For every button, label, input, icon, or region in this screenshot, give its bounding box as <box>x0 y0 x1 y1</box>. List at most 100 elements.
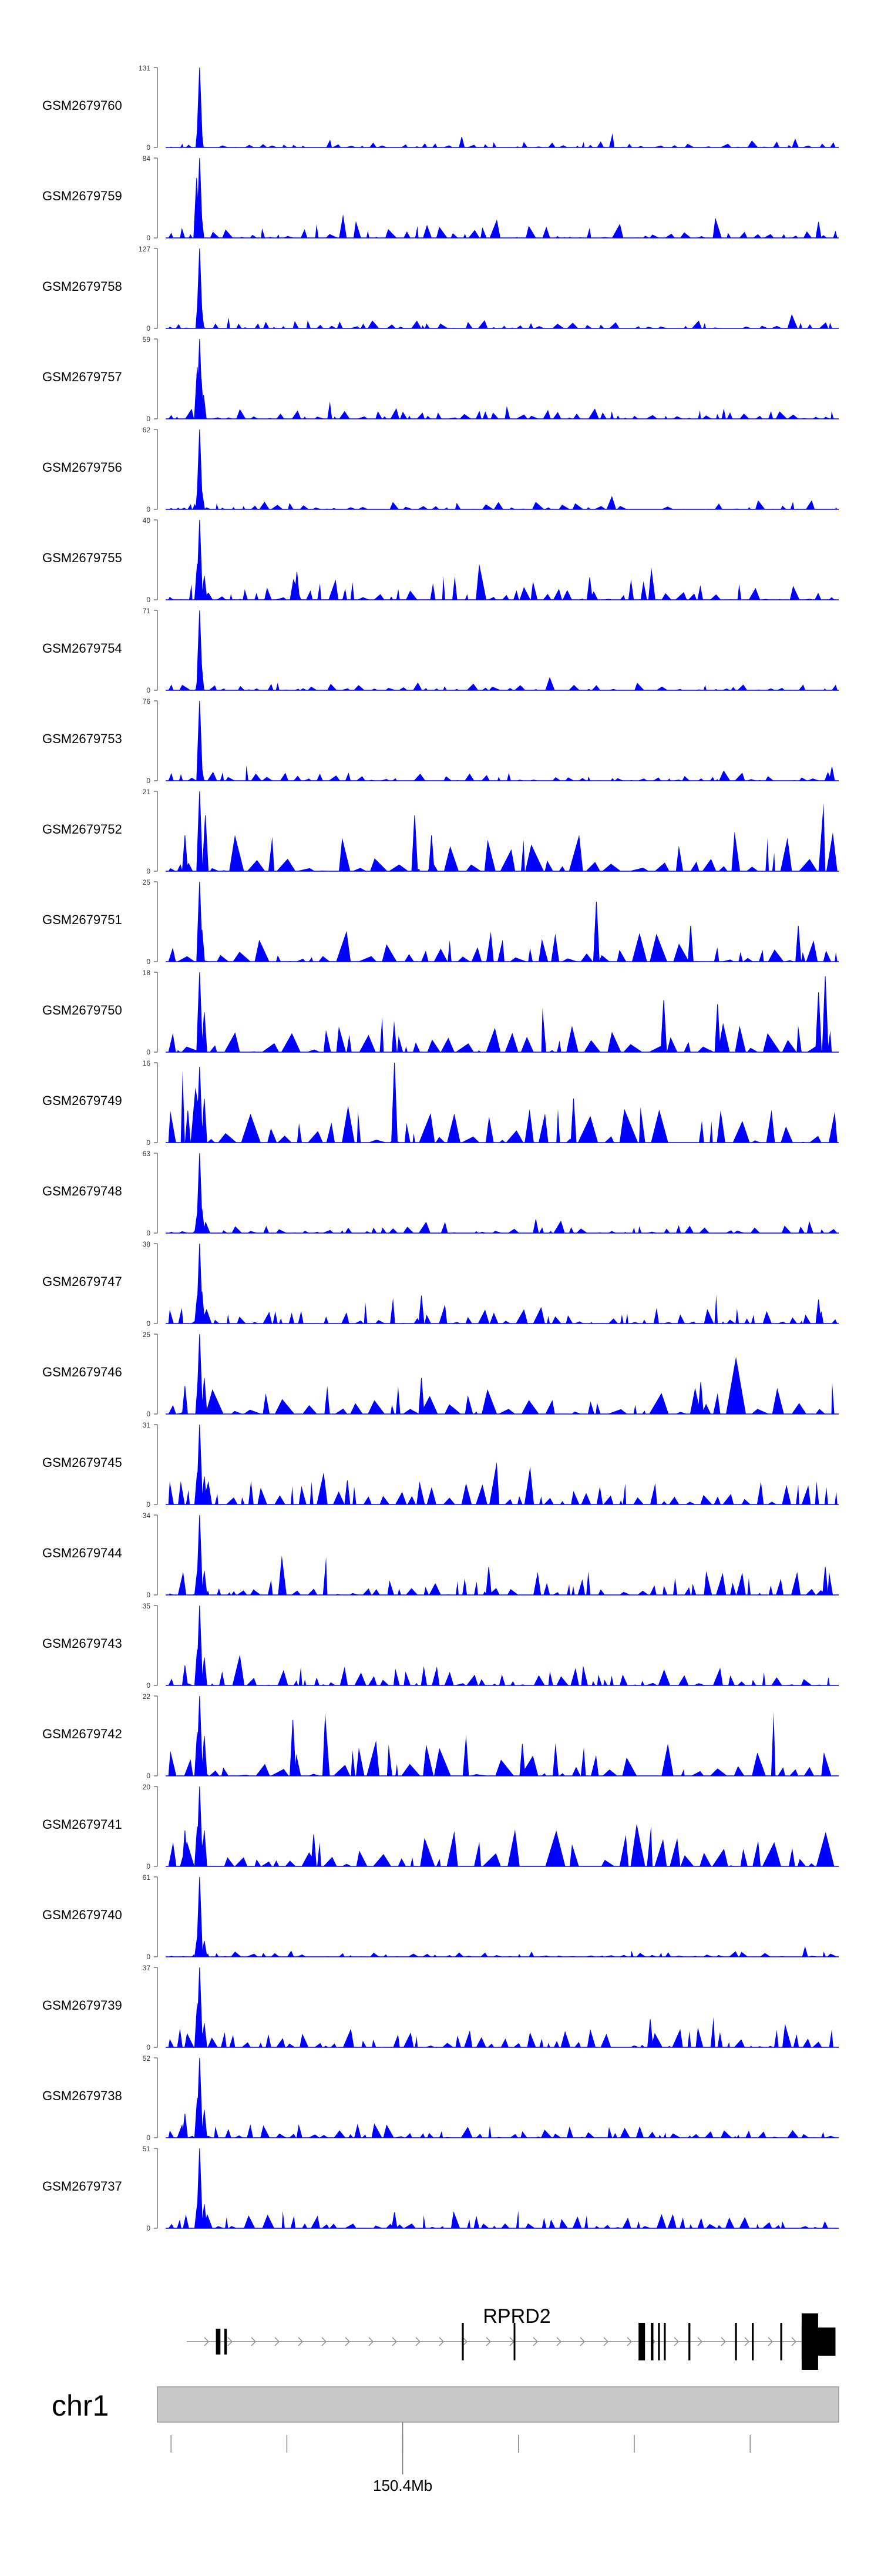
coverage-peak <box>196 1066 203 1143</box>
coverage-peak <box>344 1480 351 1505</box>
track-GSM2679750: GSM2679750 18 0 <box>42 969 839 1056</box>
y-max-label: 35 <box>143 1602 151 1610</box>
strand-arrow-icon <box>744 2337 749 2346</box>
coverage-peak <box>197 125 204 148</box>
track-GSM2679740: GSM2679740 61 0 <box>42 1873 839 1961</box>
track-GSM2679757: GSM2679757 59 0 <box>42 335 839 423</box>
gene-exon <box>638 2323 645 2360</box>
coverage-peak <box>181 835 188 872</box>
coverage-peak <box>714 1004 721 1053</box>
coverage-area <box>168 133 836 147</box>
coverage-peak <box>201 1476 207 1505</box>
y-min-label: 0 <box>146 505 150 513</box>
coverage-peak <box>195 674 201 691</box>
track-GSM2679752: GSM2679752 21 0 <box>42 788 839 875</box>
coverage-peak <box>290 1719 297 1776</box>
strand-arrow-icon <box>768 2337 773 2346</box>
coverage-peak <box>194 1571 200 1596</box>
track-GSM2679756: GSM2679756 62 0 <box>42 426 839 513</box>
y-min-label: 0 <box>146 1953 150 1961</box>
gene-exon <box>780 2323 782 2360</box>
track-GSM2679749: GSM2679749 16 0 <box>42 1059 839 1147</box>
track-GSM2679742: GSM2679742 22 0 <box>42 1692 839 1780</box>
coverage-peak <box>199 1209 205 1234</box>
y-max-label: 61 <box>143 1873 151 1882</box>
gene-exon <box>735 2323 737 2360</box>
coverage-area <box>168 931 838 962</box>
gene-label: RPRD2 <box>483 2305 550 2328</box>
coverage-peak <box>822 976 829 1053</box>
coverage-peak <box>194 1649 200 1686</box>
y-min-label: 0 <box>146 1319 150 1328</box>
coverage-peak <box>391 2212 398 2229</box>
track-label: GSM2679744 <box>42 1546 122 1560</box>
coverage-peak <box>829 767 835 781</box>
y-max-label: 131 <box>139 64 150 72</box>
gene-exon <box>651 2323 654 2360</box>
y-min-label: 0 <box>146 1048 150 1056</box>
y-min-label: 0 <box>146 1138 150 1147</box>
strand-arrow-icon <box>274 2337 280 2346</box>
coverage-peak <box>201 1830 207 1867</box>
y-min-label: 0 <box>146 596 150 604</box>
strand-arrow-icon <box>439 2337 444 2346</box>
coverage-area <box>168 677 838 690</box>
coverage-peak <box>194 2204 200 2229</box>
coverage-peak <box>660 1000 667 1053</box>
track-label: GSM2679753 <box>42 731 122 746</box>
coverage-peak <box>201 2204 207 2229</box>
y-max-label: 34 <box>143 1512 151 1520</box>
track-label: GSM2679751 <box>42 912 122 927</box>
y-max-label: 40 <box>143 516 151 525</box>
y-max-label: 84 <box>143 155 151 163</box>
y-min-label: 0 <box>146 1862 150 1870</box>
coverage-area <box>168 1295 838 1324</box>
coverage-peak <box>201 1657 207 1686</box>
strand-arrow-icon <box>368 2337 374 2346</box>
coverage-peak <box>181 1665 188 1686</box>
coverage-peak <box>194 2097 200 2138</box>
coverage-peak <box>201 1940 207 1957</box>
coverage-peak <box>202 815 209 872</box>
track-GSM2679737: GSM2679737 51 0 <box>42 2145 839 2232</box>
y-max-label: 71 <box>143 607 151 615</box>
y-max-label: 76 <box>143 697 151 706</box>
track-label: GSM2679754 <box>42 641 122 656</box>
coverage-tracks: GSM2679760 131 0 GSM2679759 84 0 GSM2679758 127… <box>42 64 839 2232</box>
coverage-peak <box>795 925 802 962</box>
coverage-peak <box>196 791 203 872</box>
strand-arrow-icon <box>603 2337 608 2346</box>
coverage-peak <box>194 1472 200 1505</box>
coverage-peak <box>418 1295 425 1324</box>
track-label: GSM2679738 <box>42 2088 122 2103</box>
track-label: GSM2679759 <box>42 189 122 203</box>
y-max-label: 21 <box>143 788 151 796</box>
coverage-peak <box>486 1567 492 1596</box>
track-GSM2679751: GSM2679751 25 0 <box>42 878 839 966</box>
coverage-peak <box>687 925 694 962</box>
y-min-label: 0 <box>146 1591 150 1599</box>
strand-arrow-icon <box>227 2337 233 2346</box>
strand-arrow-icon <box>556 2337 561 2346</box>
gene-exon <box>688 2323 691 2360</box>
coverage-peak <box>199 492 205 510</box>
strand-arrow-icon <box>533 2337 538 2346</box>
y-min-label: 0 <box>146 143 150 152</box>
coverage-peak <box>698 1382 704 1415</box>
coverage-area <box>168 2017 833 2047</box>
coverage-peak <box>391 1062 398 1143</box>
track-label: GSM2679748 <box>42 1184 122 1198</box>
track-label: GSM2679739 <box>42 1998 122 2013</box>
coverage-peak <box>294 572 300 600</box>
coverage-peak <box>201 2110 207 2138</box>
track-GSM2679748: GSM2679748 63 0 <box>42 1150 839 1237</box>
coverage-peak <box>519 1744 526 1776</box>
coverage-peak <box>201 1735 207 1776</box>
coverage-peak <box>201 1378 207 1415</box>
track-label: GSM2679749 <box>42 1093 122 1108</box>
coverage-peak <box>647 2019 654 2048</box>
coverage-area <box>168 1356 835 1414</box>
track-GSM2679758: GSM2679758 127 0 <box>42 245 839 333</box>
